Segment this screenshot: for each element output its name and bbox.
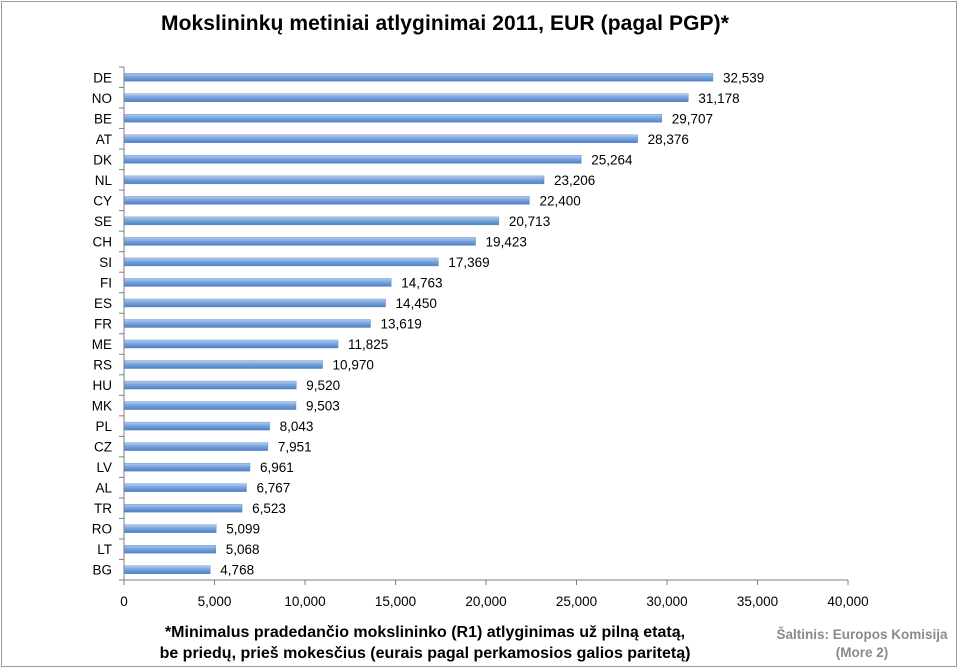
value-label-fr: 13,619: [381, 317, 422, 332]
value-label-ro: 5,099: [226, 522, 260, 537]
bar-se: [123, 216, 500, 226]
value-label-cz: 7,951: [278, 440, 312, 455]
bar-me: [123, 339, 339, 349]
category-label-fr: FR: [94, 317, 112, 332]
category-label-ch: CH: [93, 234, 113, 249]
value-label-be: 29,707: [672, 111, 713, 126]
category-label-ro: RO: [92, 522, 112, 537]
axes-layer: DE 32,539 NO 31,178 BE 29,707 AT 28,376 DK 25,264…: [92, 66, 869, 609]
value-label-cy: 22,400: [539, 193, 580, 208]
bar-lt: [123, 545, 216, 554]
value-label-lt: 5,068: [226, 542, 260, 557]
bar-cz: [123, 442, 269, 451]
category-label-cy: CY: [93, 193, 112, 208]
category-label-lv: LV: [96, 460, 112, 475]
bar-mk: [123, 401, 297, 410]
category-label-nl: NL: [95, 173, 113, 188]
bar-es: [123, 298, 386, 308]
bar-de: [123, 73, 714, 82]
category-label-de: DE: [93, 70, 112, 85]
value-label-nl: 23,206: [554, 173, 595, 188]
bar-at: [123, 134, 638, 144]
bar-be: [123, 114, 662, 123]
value-label-es: 14,450: [396, 296, 437, 311]
x-tick-label: 30,000: [646, 594, 687, 609]
bar-si: [123, 257, 439, 267]
bars-layer: [123, 73, 714, 574]
bar-no: [123, 93, 689, 102]
category-label-fi: FI: [100, 275, 112, 290]
bar-fr: [123, 319, 371, 328]
value-label-fi: 14,763: [401, 275, 442, 290]
value-label-se: 20,713: [509, 214, 550, 229]
source-line-1: Šaltinis: Europos Komisija: [776, 627, 948, 642]
category-label-pl: PL: [95, 419, 112, 434]
category-label-se: SE: [94, 214, 112, 229]
category-label-es: ES: [94, 296, 112, 311]
category-label-rs: RS: [93, 358, 112, 373]
bar-fi: [123, 278, 392, 287]
category-label-cz: CZ: [94, 440, 112, 455]
source-line-2: (More 2): [835, 645, 889, 660]
x-tick-label: 10,000: [284, 594, 325, 609]
bar-ch: [123, 237, 476, 246]
category-label-lt: LT: [97, 542, 112, 557]
bar-hu: [123, 380, 297, 390]
bar-bg: [123, 565, 211, 574]
x-tick-label: 0: [120, 594, 128, 609]
value-label-me: 11,825: [348, 337, 388, 352]
bar-al: [123, 483, 247, 492]
bar-nl: [123, 175, 545, 185]
value-label-hu: 9,520: [306, 378, 340, 393]
bar-ro: [123, 524, 217, 533]
category-label-hu: HU: [93, 378, 113, 393]
x-tick-label: 5,000: [198, 594, 232, 609]
value-label-mk: 9,503: [306, 399, 340, 414]
category-label-tr: TR: [94, 501, 112, 516]
value-label-at: 28,376: [648, 132, 689, 147]
category-label-no: NO: [92, 91, 112, 106]
category-label-al: AL: [95, 481, 112, 496]
value-label-al: 6,767: [256, 481, 290, 496]
value-label-lv: 6,961: [260, 460, 294, 475]
value-label-rs: 10,970: [333, 358, 374, 373]
category-label-dk: DK: [93, 152, 112, 167]
chart-title: Mokslininkų metiniai atlyginimai 2011, E…: [161, 12, 729, 35]
bar-cy: [123, 196, 530, 205]
value-label-no: 31,178: [698, 91, 739, 106]
x-tick-label: 25,000: [556, 594, 597, 609]
bar-dk: [123, 155, 582, 164]
x-tick-label: 40,000: [827, 594, 868, 609]
x-tick-label: 35,000: [737, 594, 778, 609]
value-label-de: 32,539: [723, 70, 764, 85]
value-label-bg: 4,768: [220, 563, 254, 578]
value-label-tr: 6,523: [252, 501, 286, 516]
category-label-be: BE: [94, 111, 112, 126]
value-label-pl: 8,043: [280, 419, 314, 434]
category-label-me: ME: [92, 337, 112, 352]
footnote-line-1: *Minimalus pradedančio mokslininko (R1) …: [164, 624, 686, 641]
footnote-line-2: be priedų, prieš mokesčius (eurais pagal…: [159, 645, 691, 662]
value-label-si: 17,369: [448, 255, 489, 270]
category-label-si: SI: [99, 255, 112, 270]
footnote: *Minimalus pradedančio mokslininko (R1) …: [110, 622, 740, 664]
source-note: Šaltinis: Europos Komisija (More 2): [762, 626, 960, 662]
bar-pl: [123, 421, 270, 431]
category-label-at: AT: [96, 132, 112, 147]
value-label-ch: 19,423: [486, 234, 527, 249]
category-label-mk: MK: [92, 399, 112, 414]
bar-tr: [123, 503, 243, 513]
x-tick-label: 15,000: [375, 594, 416, 609]
bar-lv: [123, 462, 251, 472]
value-label-dk: 25,264: [591, 152, 633, 167]
category-label-bg: BG: [92, 563, 112, 578]
x-tick-label: 20,000: [465, 594, 506, 609]
bar-rs: [123, 360, 323, 369]
